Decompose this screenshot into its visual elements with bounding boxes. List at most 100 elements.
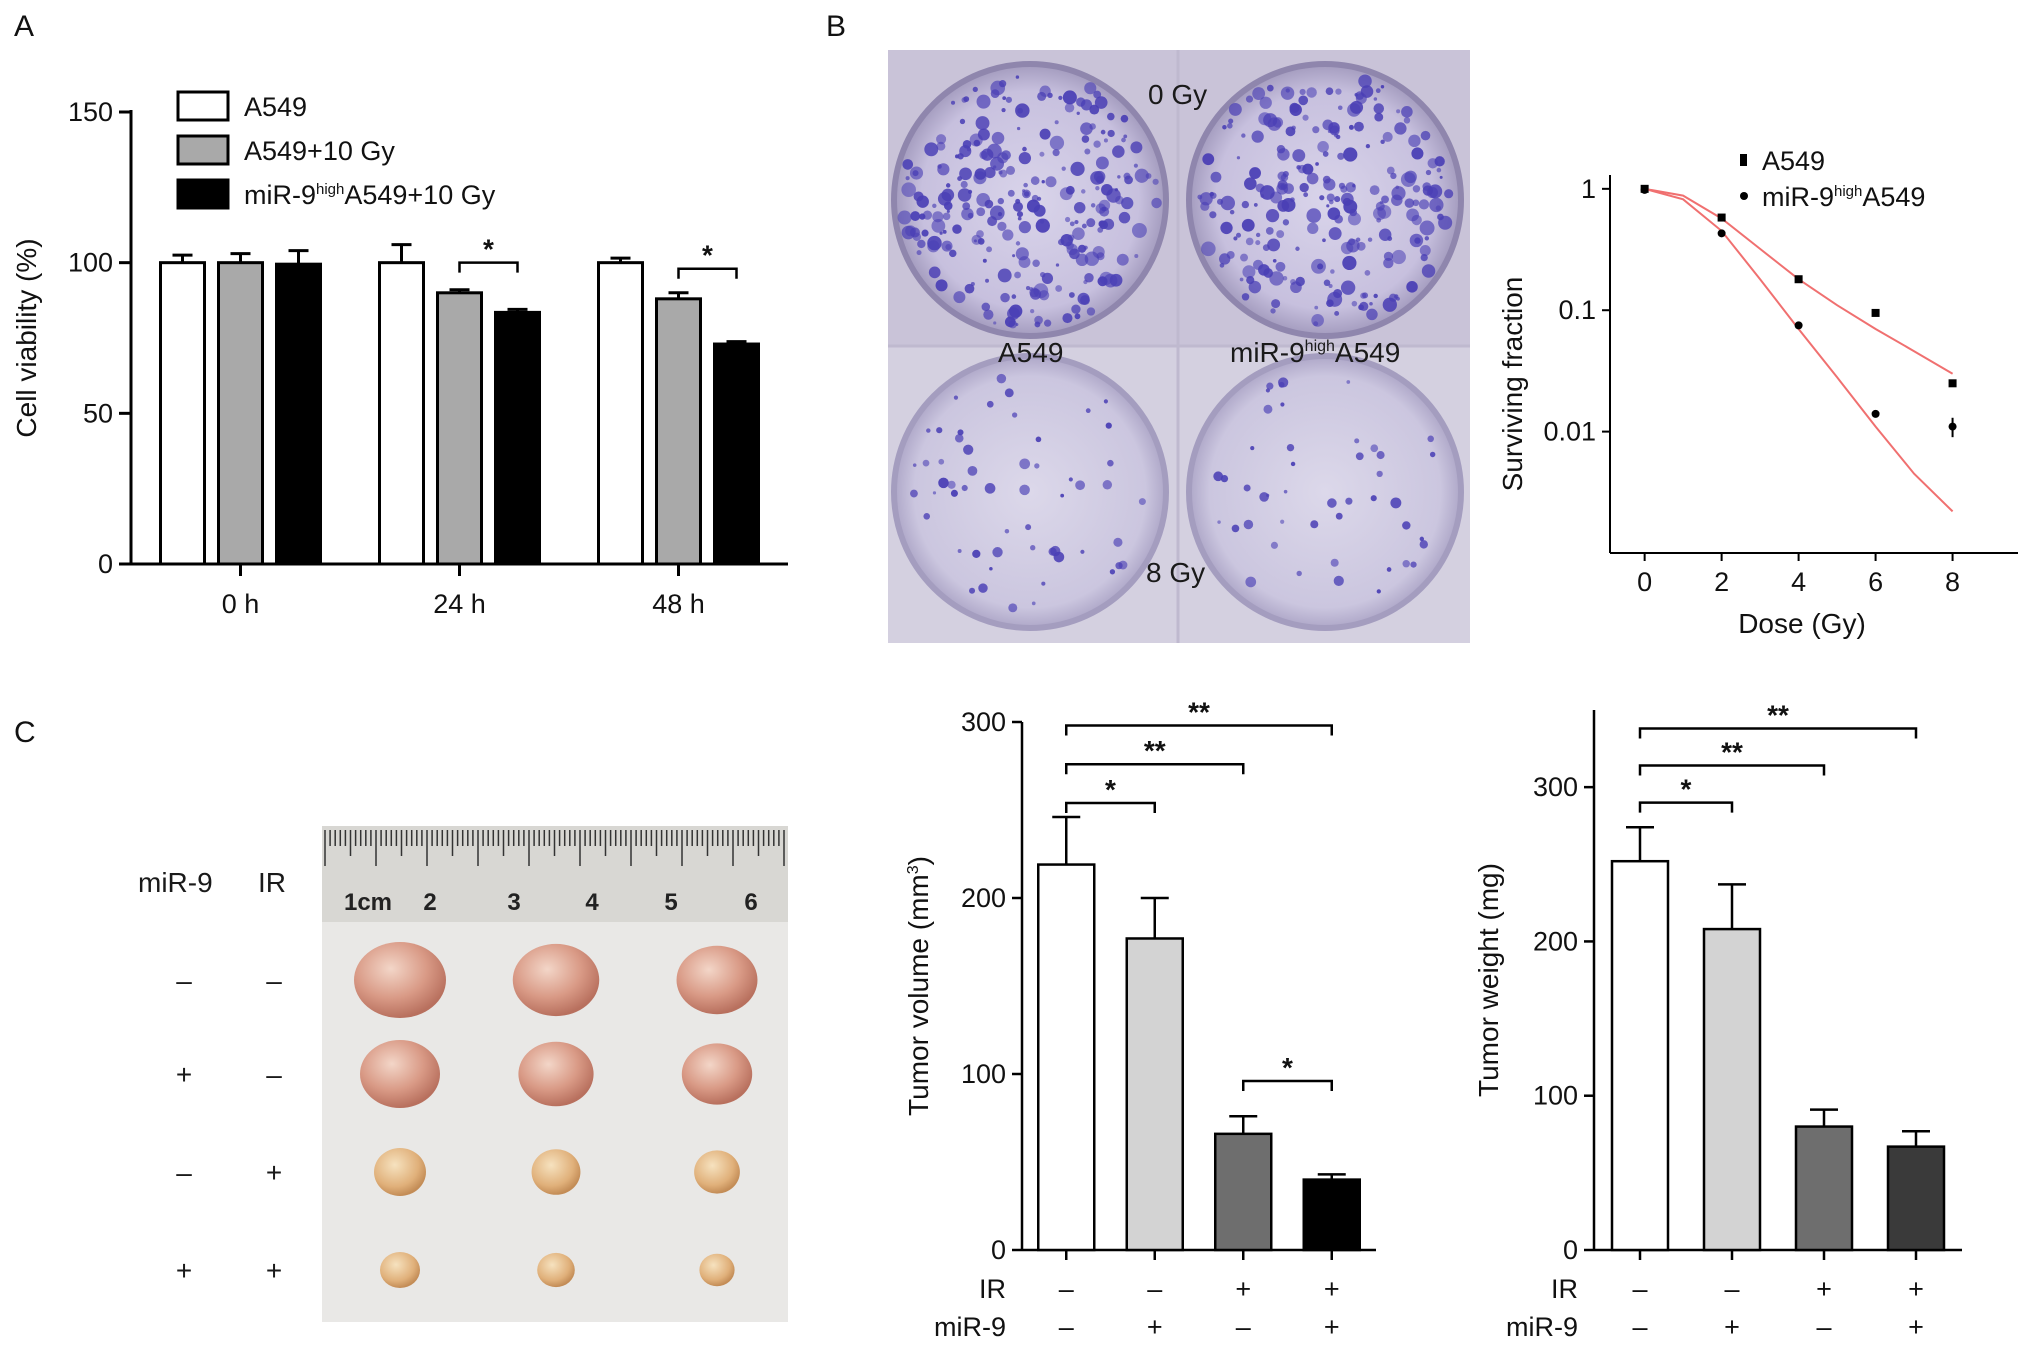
legend-swatch	[176, 134, 230, 166]
colony	[1272, 258, 1277, 263]
colony	[1145, 173, 1152, 179]
colony	[1295, 276, 1305, 287]
colony	[922, 210, 933, 220]
colony	[976, 207, 986, 217]
x-tick-label: 0	[1637, 567, 1652, 597]
survival-curve-chart: 1 0.1 0.01 0 2 4 6 8 Dose (Gy) Surviving fraction…	[1497, 146, 2018, 639]
colony	[1017, 216, 1022, 221]
colony	[1303, 192, 1309, 198]
colony	[1245, 95, 1254, 103]
colony	[1383, 257, 1394, 269]
colony	[1201, 241, 1216, 257]
colony	[1290, 197, 1295, 203]
colony	[1278, 377, 1289, 388]
colony	[1113, 537, 1123, 547]
colony	[1045, 176, 1057, 188]
colony	[1098, 220, 1106, 228]
colony	[1346, 239, 1360, 253]
colony	[1271, 299, 1281, 309]
colony	[1068, 292, 1075, 298]
colony	[932, 211, 944, 223]
colony	[1322, 151, 1329, 157]
colony	[1008, 603, 1018, 613]
colony	[953, 395, 959, 400]
colony	[932, 491, 937, 495]
colony	[969, 133, 983, 147]
colony	[1120, 114, 1129, 123]
colony	[1401, 106, 1413, 118]
bar	[1125, 937, 1184, 1252]
colony	[1366, 308, 1378, 321]
colony	[921, 229, 929, 237]
colony	[1077, 244, 1087, 253]
colony	[1220, 221, 1233, 235]
y-tick-label: 0	[98, 549, 113, 579]
colony	[989, 566, 993, 571]
ruler-label: 4	[585, 889, 599, 916]
tumor-sample	[380, 1252, 420, 1288]
colony	[1311, 314, 1324, 327]
colony	[993, 165, 997, 169]
colony	[1266, 382, 1274, 390]
legend-label-suffix: A549+10 Gy	[344, 180, 495, 210]
colony	[964, 283, 975, 294]
colony	[1438, 215, 1453, 230]
plates-label-0gy: 0 Gy	[1148, 79, 1207, 110]
bar	[494, 310, 541, 566]
colony	[972, 86, 978, 93]
colony	[1090, 203, 1096, 208]
colony	[1086, 218, 1096, 228]
colony	[1086, 307, 1096, 316]
colony	[997, 212, 1003, 217]
colony	[1138, 498, 1146, 506]
x-tick-label: 0 h	[222, 589, 260, 619]
colony	[1007, 307, 1020, 321]
colony	[1275, 261, 1286, 272]
tumor-sample	[681, 1043, 753, 1105]
colony	[1066, 243, 1078, 256]
y-tick-label: 150	[68, 97, 113, 127]
colony	[1035, 436, 1042, 443]
colony	[962, 140, 972, 149]
colony	[976, 94, 991, 109]
colony	[1315, 162, 1319, 166]
colony	[993, 321, 997, 325]
legend-label-suffix: A549	[1862, 182, 1925, 212]
colony	[1097, 276, 1108, 287]
colony	[959, 118, 966, 125]
legend-label-prefix: miR-9	[244, 180, 316, 210]
colony	[1258, 264, 1270, 276]
colony	[1219, 253, 1231, 265]
colony	[1116, 253, 1129, 266]
colony	[1337, 152, 1345, 160]
colony	[1277, 200, 1290, 212]
colony	[1386, 567, 1392, 572]
colony	[1015, 198, 1021, 204]
x-tick-label: 6	[1868, 567, 1883, 597]
colony	[1427, 158, 1438, 169]
colony	[1302, 114, 1309, 121]
colony	[1068, 477, 1073, 482]
colony	[1283, 489, 1288, 494]
colony	[1080, 549, 1085, 554]
colony	[974, 168, 987, 180]
tumor-col-mir9: miR-9	[138, 867, 213, 898]
colony	[1000, 292, 1010, 303]
colony	[987, 143, 1002, 159]
colony	[1319, 195, 1325, 201]
colony	[1069, 221, 1075, 227]
colony	[1337, 105, 1343, 111]
colony	[936, 134, 947, 145]
significance-bracket	[458, 261, 519, 273]
colony	[1222, 124, 1227, 130]
tumor-row-mir9: +	[176, 1255, 192, 1286]
colony	[1329, 199, 1334, 205]
colony	[1391, 249, 1406, 265]
colony	[1390, 172, 1397, 180]
colony	[1396, 296, 1400, 301]
colony	[1022, 146, 1027, 152]
colony	[1076, 111, 1080, 115]
data-point	[1794, 275, 1803, 284]
x-tick-label: 4	[1791, 567, 1806, 597]
